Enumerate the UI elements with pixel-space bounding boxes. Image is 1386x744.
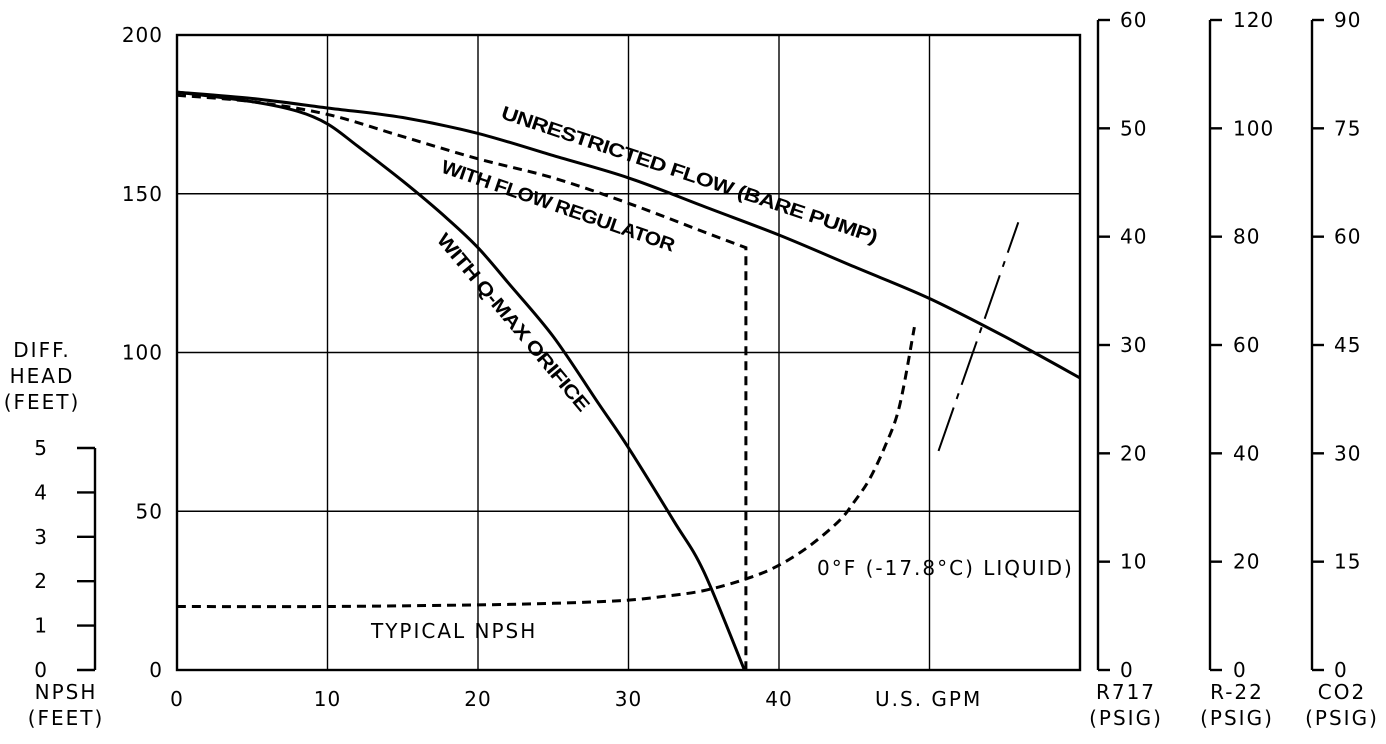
y-tick-label: 200 [122,23,163,47]
plot-series [176,90,1081,671]
y-axis-label: HEAD [10,364,75,388]
x-axis-label: U.S. GPM [875,687,982,711]
pressure-tick-label: 40 [1233,441,1260,465]
pressure-tick-label: 120 [1233,8,1274,32]
x-tick-label: 20 [464,687,491,711]
pressure-tick-label: 60 [1233,333,1260,357]
pressure-tick-label: 80 [1233,225,1260,249]
series-label-qmax: WITH Q-MAX ORIFICE [432,230,593,416]
x-tick-label: 0 [170,687,184,711]
unrestricted-flow-curve [176,90,1081,380]
pressure-axis-label: R717 [1096,680,1156,704]
npsh-tick-label: 2 [34,569,48,593]
plot-axes: 0 10 20 30 40050100150200DIFF.HEAD(FEET)0123… [4,8,1379,730]
pressure-tick-label: 45 [1334,333,1361,357]
pressure-tick-label: 20 [1233,550,1260,574]
pressure-tick-label: 75 [1334,116,1361,140]
pressure-tick-label: 50 [1120,116,1147,140]
y-tick-label: 0 [149,658,163,682]
pressure-tick-label: 20 [1120,441,1147,465]
pressure-axis-label: (PSIG) [1200,706,1274,730]
y-tick-label: 50 [136,499,163,523]
npsh-tick-label: 3 [34,525,48,549]
plot-grid [177,35,1080,670]
pressure-axis-label: CO2 [1318,680,1366,704]
npsh-tick-label: 1 [34,614,48,638]
plot-frame [175,33,1082,672]
pressure-tick-label: 30 [1334,441,1361,465]
pressure-axis-label: (PSIG) [1089,706,1163,730]
pressure-tick-label: 10 [1120,550,1147,574]
y-tick-label: 100 [122,341,163,365]
x-tick-label: 10 [314,687,341,711]
pressure-tick-label: 0 [1233,658,1247,682]
pressure-tick-label: 30 [1120,333,1147,357]
pressure-tick-label: 0 [1120,658,1134,682]
y-tick-label: 150 [122,182,163,206]
x-tick-label: 40 [765,687,792,711]
y-axis-label: (FEET) [4,390,81,414]
pressure-tick-label: 60 [1334,225,1361,249]
pressure-tick-label: 40 [1120,225,1147,249]
npsh-curve [176,326,916,609]
pressure-tick-label: 0 [1334,658,1348,682]
npsh-axis-label: (FEET) [28,706,105,730]
pressure-tick-label: 90 [1334,8,1361,32]
liquid-annotation: 0°F (-17.8°C) LIQUID) [817,556,1074,580]
qmax-orifice-curve [176,90,746,671]
pressure-axis-label: (PSIG) [1305,706,1379,730]
y-axis-label: DIFF. [13,338,70,362]
pressure-tick-label: 60 [1120,8,1147,32]
series-label-npsh: TYPICAL NPSH [370,619,537,643]
npsh-tick-label: 5 [34,436,48,460]
pressure-tick-label: 15 [1334,550,1361,574]
npsh-tick-label: 4 [34,480,48,504]
pressure-axis-label: R-22 [1210,680,1264,704]
npsh-axis-label: NPSH [35,680,98,704]
npsh-tick-label: 0 [34,658,48,682]
pressure-tick-label: 100 [1233,116,1274,140]
x-tick-label: 30 [615,687,642,711]
temperature-indicator-line [937,221,1020,452]
